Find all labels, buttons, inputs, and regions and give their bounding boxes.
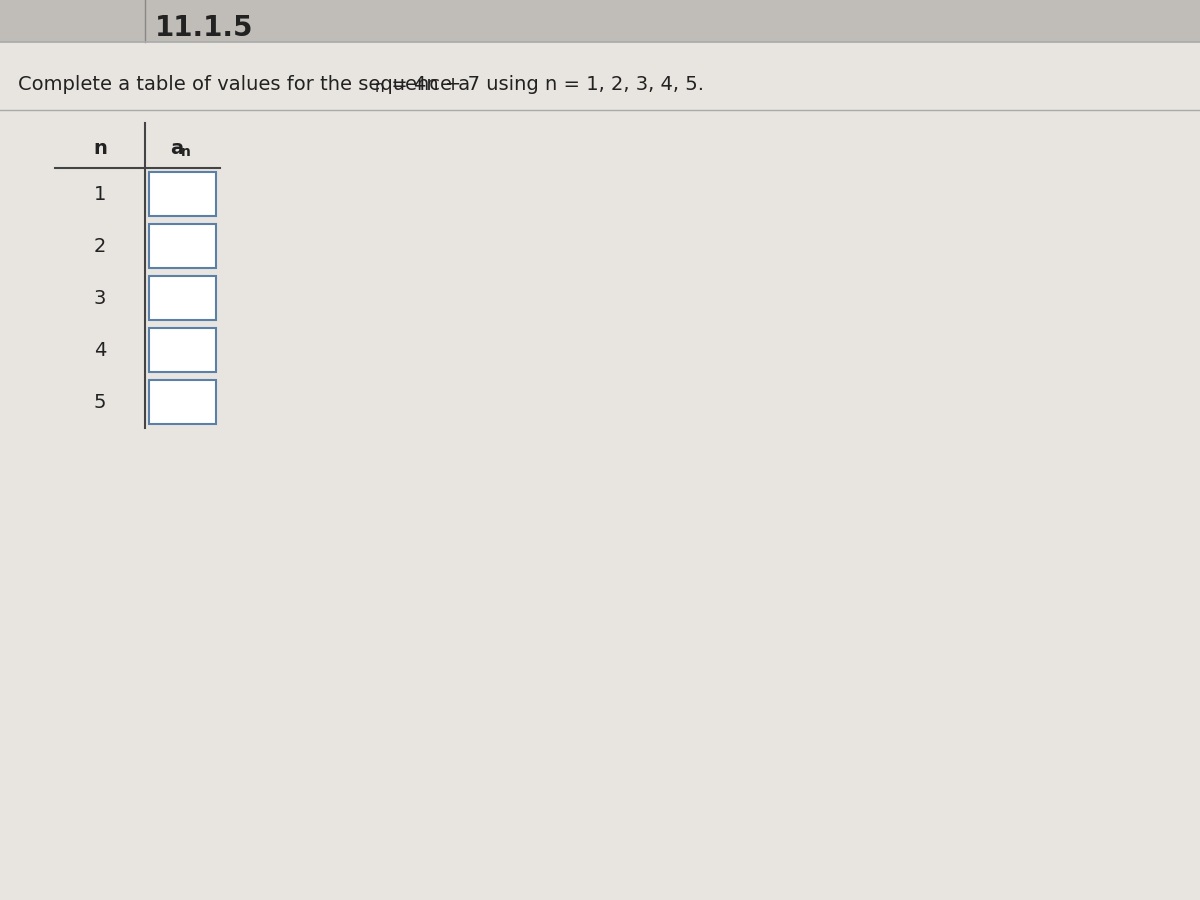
Bar (149, 276, 216, 320)
Bar (149, 224, 216, 268)
Text: 11.1.5: 11.1.5 (155, 14, 253, 42)
Text: 5: 5 (94, 392, 107, 411)
Text: n: n (94, 139, 107, 158)
Bar (149, 172, 216, 216)
Text: 4: 4 (94, 340, 106, 359)
Text: 2: 2 (94, 237, 106, 256)
Bar (0, 0, 1200, 42)
Text: 3: 3 (94, 289, 106, 308)
Text: n: n (374, 80, 385, 95)
Text: a: a (170, 139, 184, 158)
Text: 1: 1 (94, 184, 106, 203)
Text: n: n (180, 145, 191, 159)
Bar (149, 380, 216, 424)
Text: Complete a table of values for the sequence a: Complete a table of values for the seque… (18, 76, 470, 94)
Text: = 4n + 7 using n = 1, 2, 3, 4, 5.: = 4n + 7 using n = 1, 2, 3, 4, 5. (385, 76, 704, 94)
Bar (149, 328, 216, 372)
